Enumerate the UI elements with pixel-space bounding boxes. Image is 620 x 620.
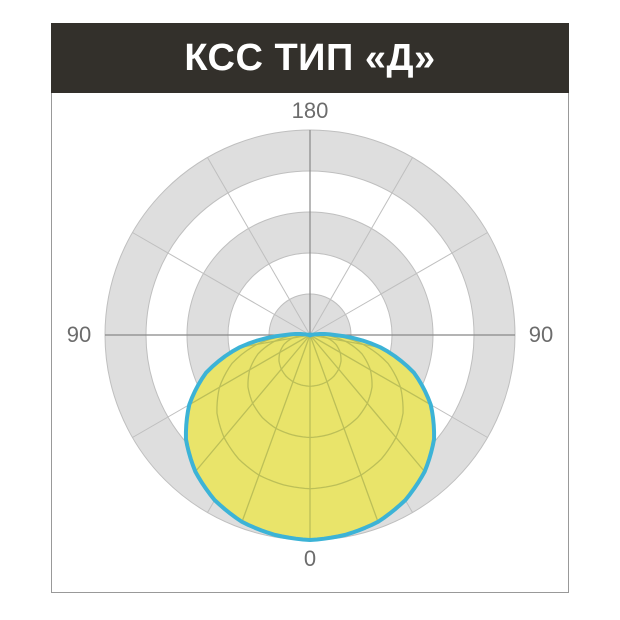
- polar-svg: 180 0 90 90: [0, 0, 620, 620]
- svg-text:180: 180: [292, 98, 329, 123]
- svg-text:0: 0: [304, 546, 316, 571]
- svg-text:90: 90: [67, 322, 91, 347]
- svg-text:90: 90: [529, 322, 553, 347]
- polar-plot: 180 0 90 90: [0, 0, 620, 620]
- canvas: КСС ТИП «Д» 18009090: [0, 0, 620, 620]
